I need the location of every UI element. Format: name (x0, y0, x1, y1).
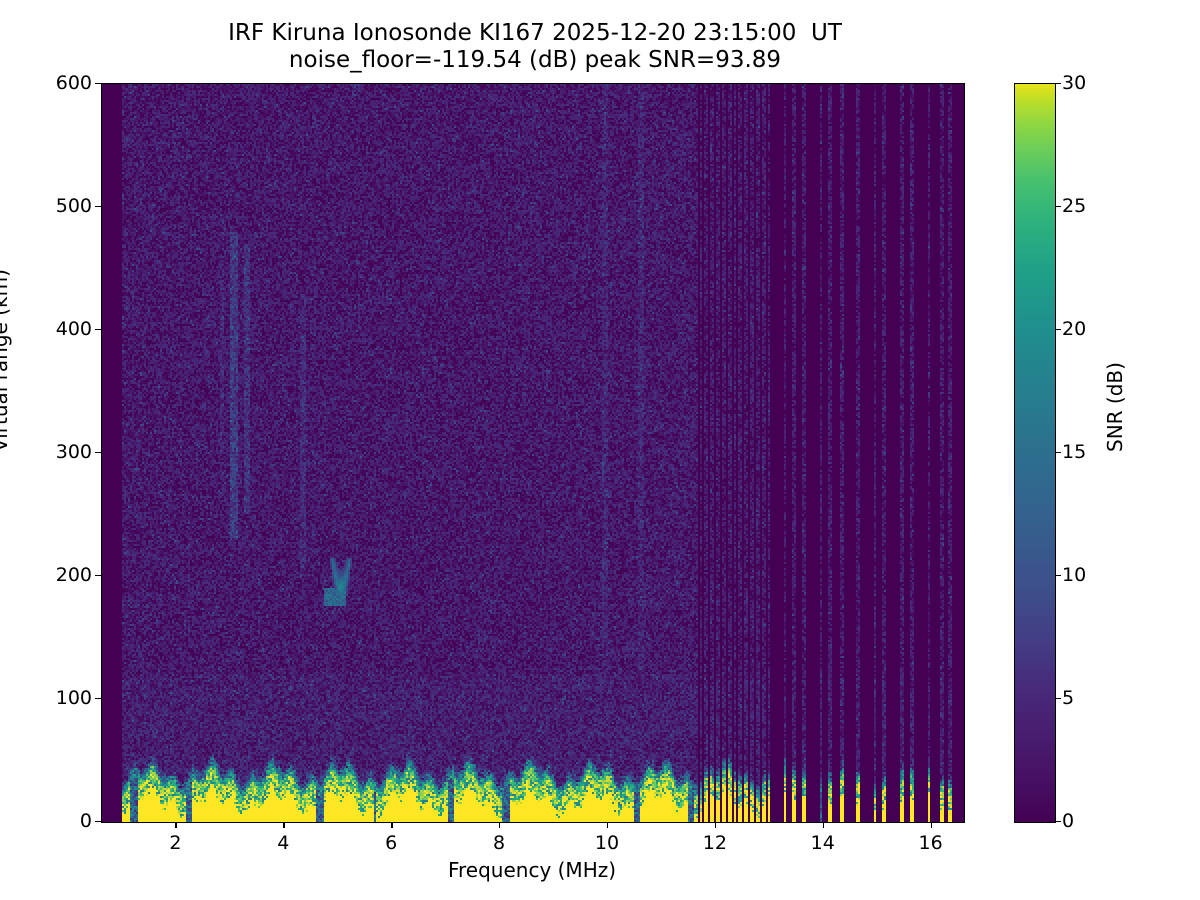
y-tick-label: 400 (55, 318, 92, 340)
x-tick-label: 14 (810, 832, 835, 854)
y-tick-mark (95, 83, 101, 85)
y-axis-label: Virtual range (km) (0, 269, 12, 452)
title-line-2: noise_floor=-119.54 (dB) peak SNR=93.89 (288, 47, 782, 74)
y-tick-mark (95, 698, 101, 700)
x-tick-label: 12 (702, 832, 727, 854)
colorbar-tick-label: 30 (1062, 72, 1087, 94)
x-tick-mark (175, 822, 177, 828)
x-tick-label: 8 (493, 832, 506, 854)
colorbar-tick-mark (1055, 329, 1061, 331)
x-tick-label: 2 (169, 832, 182, 854)
colorbar-tick-mark (1055, 575, 1061, 577)
colorbar-tick-label: 5 (1062, 687, 1075, 709)
x-tick-mark (822, 822, 825, 828)
colorbar-tick-label: 10 (1062, 564, 1087, 586)
colorbar-tick-mark (1055, 698, 1061, 700)
y-tick-label: 100 (55, 687, 92, 709)
y-tick-label: 200 (55, 564, 92, 586)
x-tick-mark (714, 822, 717, 828)
colorbar-tick-label: 15 (1062, 441, 1087, 463)
x-tick-label: 16 (918, 832, 943, 854)
x-tick-label: 6 (385, 832, 398, 854)
y-tick-mark (95, 821, 101, 823)
x-tick-mark (391, 822, 393, 828)
x-tick-label: 10 (594, 832, 620, 854)
x-axis-label: Frequency (MHz) (447, 858, 617, 882)
colorbar-tick-label: 20 (1062, 318, 1087, 340)
ionogram-heatmap-axes (101, 83, 965, 823)
ionogram-heatmap-canvas (102, 84, 964, 822)
colorbar-tick-mark (1055, 821, 1061, 823)
colorbar-tick-mark (1055, 206, 1061, 208)
y-tick-mark (95, 206, 101, 208)
colorbar-tick-label: 0 (1062, 810, 1075, 832)
colorbar-tick-mark (1055, 83, 1061, 85)
x-tick-label: 4 (277, 832, 290, 854)
x-tick-mark (283, 822, 285, 828)
figure-title: IRF Kiruna Ionosonde KI167 2025-12-20 23… (0, 20, 1070, 74)
colorbar (1014, 83, 1056, 823)
y-tick-mark (95, 575, 101, 577)
colorbar-tick-label: 25 (1062, 195, 1087, 217)
y-tick-mark (95, 329, 101, 331)
colorbar-tick-mark (1055, 452, 1061, 454)
x-tick-mark (606, 822, 609, 828)
y-tick-label: 0 (79, 810, 92, 832)
y-tick-mark (95, 452, 101, 454)
y-tick-label: 600 (55, 72, 92, 94)
title-line-1: IRF Kiruna Ionosonde KI167 2025-12-20 23… (228, 20, 842, 46)
x-tick-mark (930, 822, 932, 828)
y-tick-label: 300 (55, 441, 92, 463)
y-tick-label: 500 (55, 195, 92, 217)
x-tick-mark (499, 822, 501, 828)
colorbar-label: SNR (dB) (1103, 362, 1127, 452)
